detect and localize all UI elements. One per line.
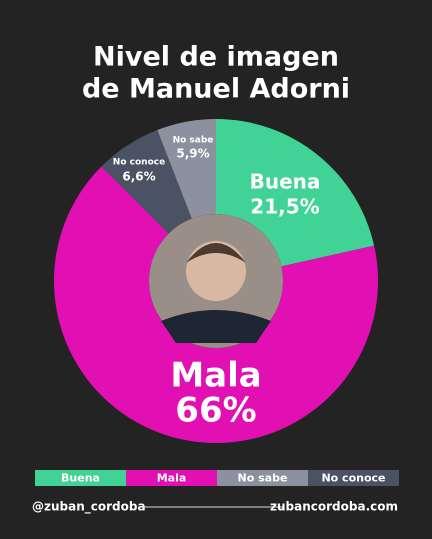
value-label: 6,6% xyxy=(122,170,155,184)
legend-label: Mala xyxy=(157,472,187,485)
portrait-hair xyxy=(186,243,246,263)
value-label: 66% xyxy=(175,391,256,431)
legend-swatch xyxy=(217,470,308,486)
legend-swatch xyxy=(308,470,399,486)
portrait-suit xyxy=(161,310,271,343)
portrait-head xyxy=(186,241,246,301)
legend-label: Buena xyxy=(61,472,100,485)
chart-title: Nivel de imagen xyxy=(93,42,339,73)
slice-label: No conoce xyxy=(113,158,165,168)
legend-label: No sabe xyxy=(238,472,288,485)
donut-slice xyxy=(216,119,375,267)
footer-right: zubancordoba.com xyxy=(270,500,398,514)
slice-label: No sabe xyxy=(173,136,214,146)
slice-label: Buena xyxy=(250,170,321,194)
donut-slice xyxy=(53,166,378,443)
chart-title: de Manuel Adorni xyxy=(82,74,350,105)
legend-label: No conoce xyxy=(321,472,385,485)
donut-slice xyxy=(101,130,192,234)
slice-label: Mala xyxy=(170,356,261,396)
value-label: 21,5% xyxy=(250,195,319,219)
donut-slice xyxy=(157,119,216,219)
legend-swatch xyxy=(35,470,126,486)
value-label: 5,9% xyxy=(176,147,209,161)
footer-left: @zuban_cordoba xyxy=(32,500,146,515)
legend-swatch xyxy=(126,470,217,486)
